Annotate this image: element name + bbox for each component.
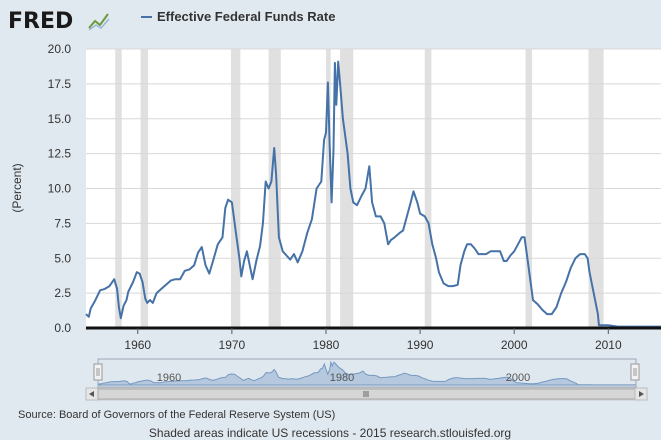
series-layer bbox=[85, 60, 661, 328]
x-tick-label: 2000 bbox=[501, 338, 528, 352]
navigator-label-2000: 2000 bbox=[506, 372, 530, 384]
header: FRED Effective Federal Funds Rate bbox=[8, 9, 335, 34]
navigator-label-1960: 1960 bbox=[157, 372, 181, 384]
scroll-grip-icon bbox=[363, 391, 369, 397]
navigator-label-1980: 1980 bbox=[330, 372, 354, 384]
drag-handle-icon[interactable] bbox=[630, 363, 640, 381]
x-tick-label: 1990 bbox=[407, 338, 434, 352]
y-tick-label: 2.5 bbox=[54, 286, 71, 300]
x-tick-label: 1960 bbox=[124, 338, 151, 352]
y-tick-label: 17.5 bbox=[48, 77, 72, 91]
legend-label[interactable]: Effective Federal Funds Rate bbox=[157, 9, 335, 24]
source-note: Source: Board of Governors of the Federa… bbox=[18, 409, 335, 421]
x-tick-label: 1980 bbox=[313, 338, 340, 352]
line-chart-icon bbox=[88, 13, 110, 31]
y-tick-label: 12.5 bbox=[48, 147, 72, 161]
y-tick-label: 20.0 bbox=[48, 42, 72, 56]
y-tick-label: 5.0 bbox=[54, 251, 71, 265]
x-tick-labels: 1960 1970 1980 1990 2000 2010 bbox=[124, 328, 622, 352]
x-tick-label: 1970 bbox=[219, 338, 246, 352]
scrollbar[interactable] bbox=[85, 387, 648, 401]
x-tick-label: 2010 bbox=[595, 338, 622, 352]
recession-note[interactable]: Shaded areas indicate US recessions - 20… bbox=[149, 426, 511, 440]
drag-handle-icon[interactable] bbox=[93, 363, 103, 381]
y-tick-labels: 0.0 2.5 5.0 7.5 10.0 12.5 15.0 17.5 20.0 bbox=[48, 42, 72, 335]
y-tick-label: 7.5 bbox=[54, 216, 71, 230]
navigator[interactable]: 1960 1980 2000 bbox=[93, 358, 640, 388]
y-axis-label: (Percent) bbox=[10, 163, 24, 212]
series-line[interactable] bbox=[85, 60, 661, 328]
navigator-series bbox=[97, 360, 637, 386]
y-tick-label: 15.0 bbox=[48, 112, 72, 126]
scroll-right-arrow[interactable] bbox=[634, 387, 648, 401]
y-tick-label: 0.0 bbox=[54, 321, 71, 335]
y-tick-label: 10.0 bbox=[48, 182, 72, 196]
grid-lines bbox=[86, 48, 661, 294]
scroll-left-arrow[interactable] bbox=[85, 387, 99, 401]
fred-logo[interactable]: FRED bbox=[8, 9, 73, 34]
